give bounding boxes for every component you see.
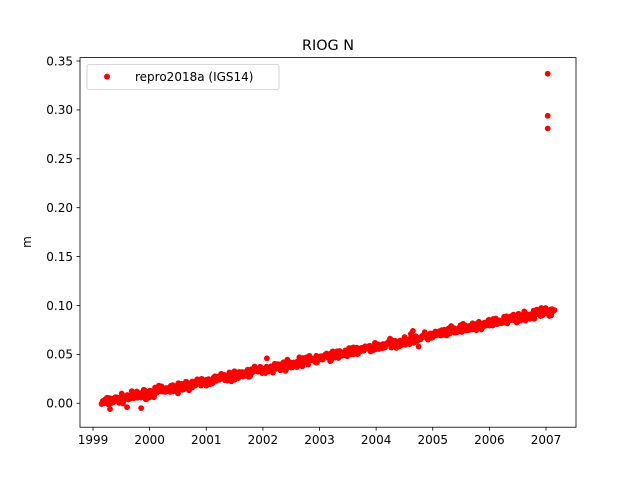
data-point: [316, 355, 323, 362]
data-point: [373, 343, 380, 350]
y-axis-label: m: [20, 236, 34, 248]
data-point: [112, 396, 119, 403]
data-point: [350, 351, 357, 358]
scatter-points: [98, 70, 558, 413]
data-point: [463, 326, 470, 332]
data-point: [333, 353, 340, 360]
data-point: [175, 390, 181, 397]
y-tick-label: 0.05: [46, 348, 73, 362]
data-point: [107, 406, 113, 413]
x-tick-label: 2007: [531, 433, 562, 447]
y-tick-label: 0.10: [46, 299, 73, 313]
data-point: [520, 314, 527, 321]
data-point: [305, 361, 312, 368]
data-point: [245, 373, 252, 380]
data-point: [293, 364, 300, 370]
data-point: [401, 338, 408, 345]
data-point: [390, 340, 397, 347]
data-point: [406, 341, 413, 348]
y-tick-label: 0.00: [46, 397, 73, 411]
legend-box: [86, 64, 280, 90]
legend-label: repro2018a (IGS14): [135, 70, 253, 84]
data-point: [203, 382, 210, 389]
data-point: [537, 309, 544, 316]
data-point: [544, 70, 551, 77]
data-point: [429, 332, 436, 339]
y-tick-label: 0.25: [46, 152, 73, 166]
data-point: [486, 319, 493, 325]
data-point: [259, 367, 266, 373]
data-point: [129, 392, 136, 399]
y-tick-label: 0.35: [46, 54, 73, 68]
legend-marker: [104, 73, 110, 80]
x-tick-label: 2002: [248, 433, 279, 447]
data-point: [217, 374, 224, 381]
data-point: [101, 400, 108, 407]
x-tick-label: 1999: [78, 433, 109, 447]
data-point: [544, 125, 551, 132]
data-point: [118, 398, 125, 405]
y-axis: 0.00 0.05 0.10 0.15 0.20 0.25 0.30 0.35: [46, 54, 80, 411]
plot-frame: [79, 57, 577, 428]
data-point: [446, 328, 453, 335]
data-point: [160, 388, 167, 395]
data-point: [503, 315, 510, 322]
x-tick-label: 2003: [304, 433, 335, 447]
y-tick-label: 0.30: [46, 103, 73, 117]
x-tick-label: 2005: [417, 433, 448, 447]
x-tick-label: 2000: [134, 433, 165, 447]
data-point: [124, 404, 130, 411]
y-tick-label: 0.15: [46, 250, 73, 264]
data-point: [415, 343, 422, 350]
x-axis: 1999 2000 2001 2002 2003 2004 2005 2006 2007: [78, 427, 562, 447]
chart-title: RIOG N: [302, 38, 354, 54]
y-tick-label: 0.20: [46, 201, 73, 215]
data-point: [548, 306, 555, 313]
data-point: [231, 376, 238, 383]
x-tick-label: 2001: [191, 433, 222, 447]
data-point: [146, 394, 153, 401]
data-point: [544, 112, 551, 119]
data-point: [189, 384, 196, 391]
data-point: [263, 355, 270, 362]
x-tick-label: 2006: [474, 433, 505, 447]
legend: repro2018a (IGS14): [86, 64, 280, 90]
data-point: [410, 327, 416, 334]
x-tick-label: 2004: [361, 433, 392, 447]
data-point: [138, 405, 145, 412]
data-point: [276, 362, 283, 369]
